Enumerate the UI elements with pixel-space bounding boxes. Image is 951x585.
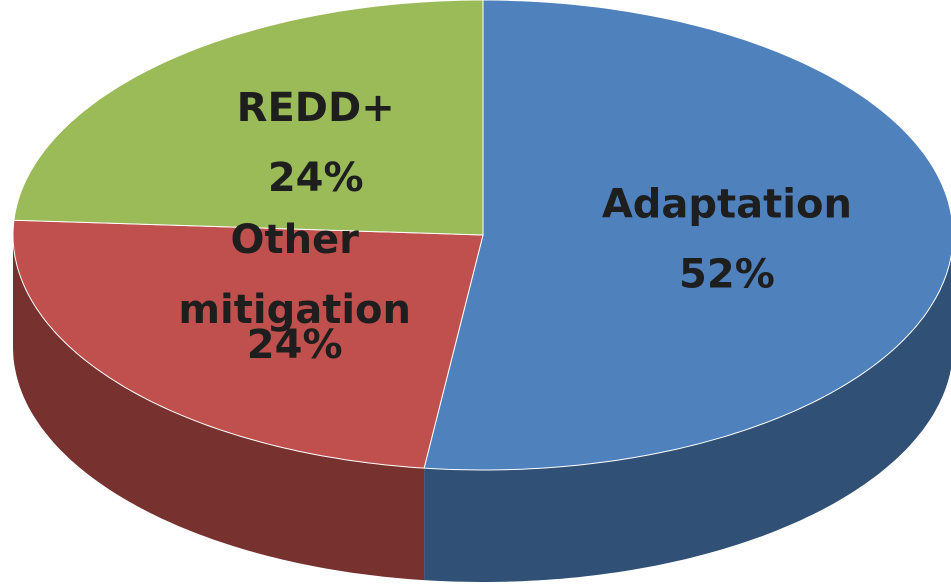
slice-value-label: 52% xyxy=(679,252,775,298)
slice-value-label: 24% xyxy=(247,322,343,368)
pie-slice xyxy=(423,0,951,471)
slice-value-label: 24% xyxy=(268,155,364,201)
slice-label: REDD+ xyxy=(237,85,395,131)
pie-slice-side xyxy=(424,256,951,582)
slice-label: Adaptation xyxy=(602,182,852,228)
slice-label: Other mitigation xyxy=(178,217,411,333)
pie-slice xyxy=(12,219,484,469)
pie-slice xyxy=(13,0,484,236)
pie-slice-side xyxy=(13,235,425,581)
